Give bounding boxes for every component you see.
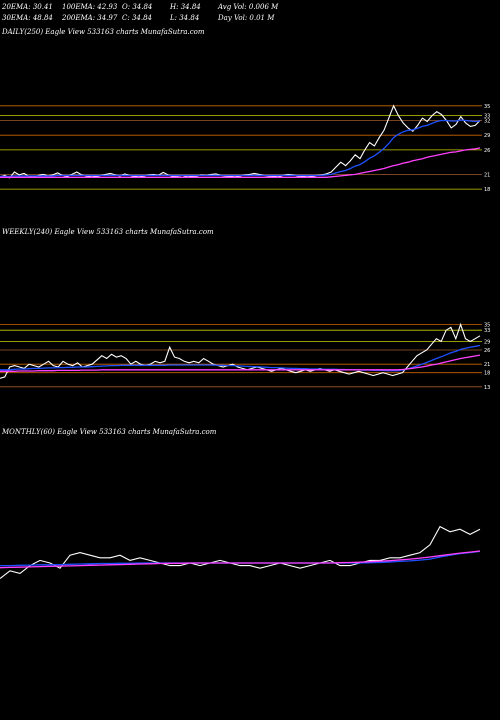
monthly-chart-title: MONTHLY(60) Eagle View 533163 charts Mun… <box>2 428 217 436</box>
weekly-series-white <box>0 322 481 379</box>
monthly-series-magenta <box>0 550 481 569</box>
weekly-series-blue <box>0 344 481 372</box>
weekly-level-label: 33 <box>484 328 490 334</box>
weekly-level-label: 26 <box>484 348 490 354</box>
daily-level-label: 18 <box>484 187 490 193</box>
stat-ema200: 200EMA: 34.97 <box>62 14 118 22</box>
stat-day-vol: Day Vol: 0.01 M <box>218 14 275 22</box>
weekly-level-label: 21 <box>484 362 490 368</box>
weekly-level-label: 29 <box>484 340 490 346</box>
monthly-series-white <box>0 525 481 580</box>
daily-level-label: 26 <box>484 148 490 154</box>
weekly-series-magenta <box>0 354 481 372</box>
daily-level-label: 32 <box>484 119 490 125</box>
stat-ema100: 100EMA: 42.93 <box>62 3 118 11</box>
stat-low: L: 34.84 <box>170 14 200 22</box>
weekly-level-label: 35 <box>484 323 490 329</box>
daily-chart-title: DAILY(250) Eagle View 533163 charts Muna… <box>2 28 205 36</box>
stat-avg-vol: Avg Vol: 0.006 M <box>218 3 279 11</box>
weekly-level-label: 13 <box>484 385 490 390</box>
stat-ema20: 20EMA: 30.41 <box>2 3 53 11</box>
stat-open: O: 34.84 <box>122 3 153 11</box>
daily-series-magenta <box>0 147 481 178</box>
daily-level-label: 35 <box>484 104 490 110</box>
daily-level-label: 29 <box>484 133 490 139</box>
daily-chart: 3533324426292118 <box>0 104 490 193</box>
daily-level-label: 33 <box>484 114 490 120</box>
stat-ema30: 30EMA: 48.84 <box>2 14 53 22</box>
daily-level-label: 21 <box>484 172 490 178</box>
stat-close: C: 34.84 <box>122 14 152 22</box>
weekly-chart: 352926213318138 <box>0 322 490 390</box>
monthly-chart <box>0 525 481 580</box>
stat-high: H: 34.84 <box>170 3 201 11</box>
daily-series-white <box>0 104 481 179</box>
weekly-level-label: 18 <box>484 371 490 377</box>
weekly-chart-title: WEEKLY(240) Eagle View 533163 charts Mun… <box>2 228 214 236</box>
daily-series-blue <box>0 119 481 178</box>
